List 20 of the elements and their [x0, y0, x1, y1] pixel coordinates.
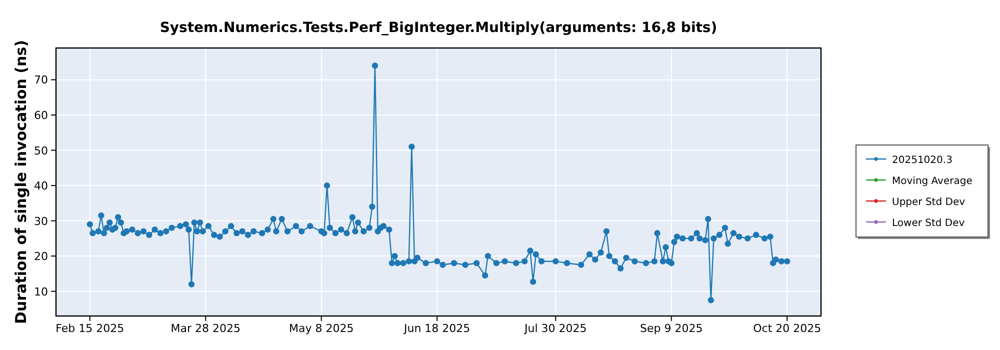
legend-label: Moving Average	[892, 176, 972, 187]
y-tick-label: 30	[34, 214, 48, 228]
y-tick-label: 10	[34, 285, 48, 298]
y-tick-label: 40	[34, 180, 48, 193]
legend-label: 20251020.3	[892, 155, 952, 166]
x-tick-label: Jun 18 2025	[403, 322, 470, 335]
x-tick-label: Jul 30 2025	[524, 322, 587, 335]
legend-label: Upper Std Dev	[892, 197, 966, 208]
y-tick-label: 20	[34, 250, 48, 264]
legend-label: Lower Std Dev	[892, 218, 965, 229]
x-tick-label: Oct 20 2025	[753, 322, 822, 335]
y-tick-label: 70	[34, 74, 48, 87]
y-tick-label: 50	[34, 144, 48, 158]
y-tick-label: 60	[34, 109, 48, 122]
chart-title: System.Numerics.Tests.Perf_BigInteger.Multiply(arguments: 16,8 bits)	[160, 20, 718, 36]
x-tick-label: Sep 9 2025	[640, 322, 703, 335]
y-axis-title: Duration of single invocation (ns)	[12, 40, 30, 324]
x-tick-label: Feb 15 2025	[56, 322, 124, 335]
x-tick-label: May 8 2025	[288, 322, 354, 335]
x-tick-label: Mar 28 2025	[170, 322, 240, 335]
